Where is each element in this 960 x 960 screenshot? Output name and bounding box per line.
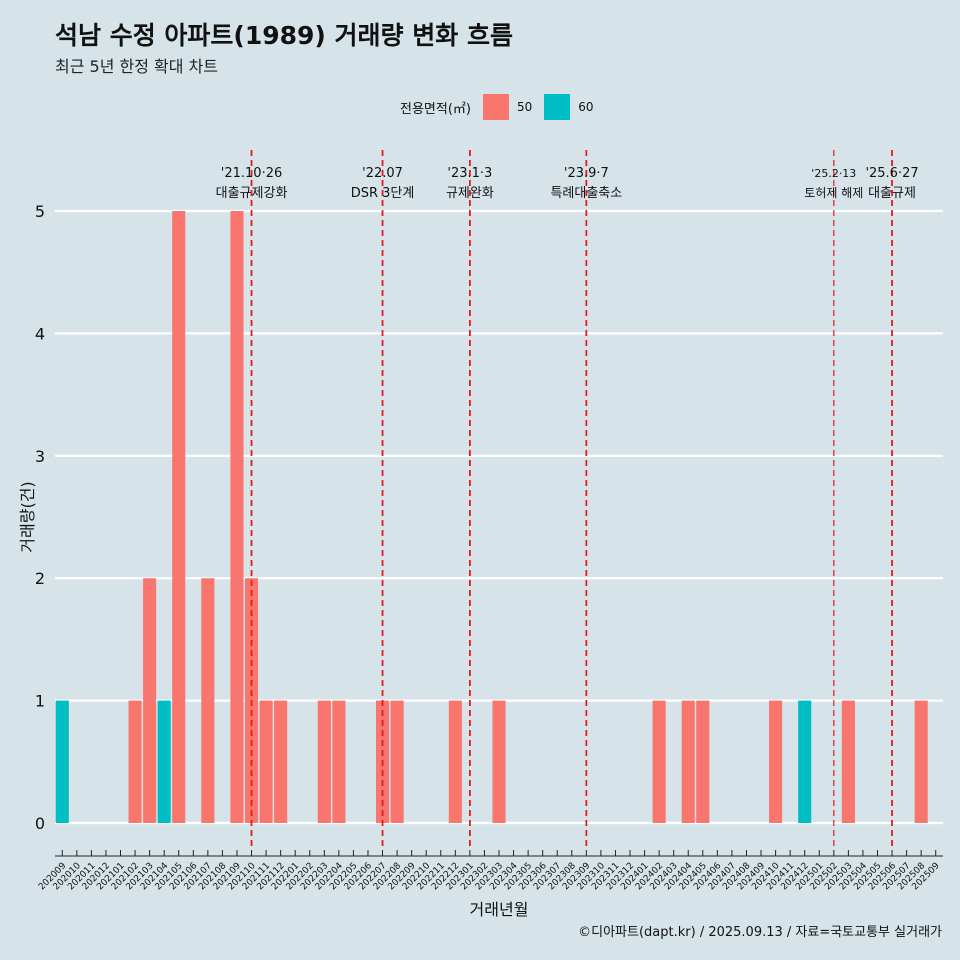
y-tick-label: 2 (35, 569, 45, 588)
bar-50-202410 (769, 700, 783, 823)
bar-50-202212 (448, 700, 462, 823)
bar-50-202208 (390, 700, 404, 823)
event-date-label: '25.6·27 (865, 166, 918, 181)
event-text-label: 대출규제 (868, 186, 916, 201)
bar-60-202412 (798, 700, 812, 823)
bar-50-202204 (332, 700, 346, 823)
legend-title: 전용면적(㎡) (400, 101, 471, 117)
bar-50-202102 (128, 700, 142, 823)
y-tick-label: 4 (35, 324, 45, 343)
legend-swatch-60 (544, 94, 571, 120)
bar-50-202109 (230, 211, 244, 823)
event-date-label: '25.2·13 (811, 167, 856, 180)
y-tick-label: 0 (35, 814, 45, 833)
bar-50-202402 (652, 700, 666, 823)
bar-50-202107 (201, 578, 215, 823)
source-caption: ©디아파트(dapt.kr) / 2025.09.13 / 자료=국토교통부 실… (578, 925, 942, 940)
bar-50-202503 (841, 700, 855, 823)
y-tick-label: 1 (35, 692, 45, 711)
bar-50-202303 (492, 700, 506, 823)
event-text-label: 특례대출축소 (550, 186, 622, 201)
bar-50-202111 (259, 700, 273, 823)
event-text-label: DSR 3단계 (351, 186, 415, 201)
legend: 전용면적(㎡) 50 60 (400, 94, 606, 120)
bar-50-202404 (681, 700, 695, 823)
y-tick-label: 5 (35, 202, 45, 221)
event-date-label: '22.07 (362, 166, 403, 181)
bar-60-202104 (157, 700, 171, 823)
y-tick-label: 3 (35, 447, 45, 466)
legend-swatch-50 (482, 94, 509, 120)
event-date-label: '21.10·26 (221, 166, 282, 181)
x-axis-title: 거래년월 (470, 900, 529, 919)
bar-50-202112 (274, 700, 288, 823)
event-date-label: '23.9·7 (564, 166, 609, 181)
legend-label-50: 50 (516, 100, 533, 114)
event-text-label: 토허제 해제 (804, 186, 863, 200)
bar-50-202105 (172, 211, 186, 823)
event-text-label: 규제완화 (446, 186, 494, 201)
event-date-label: '23.1·3 (447, 166, 492, 181)
bar-50-202405 (696, 700, 710, 823)
bar-50-202508 (914, 700, 928, 823)
legend-label-60: 60 (578, 100, 594, 114)
chart-subtitle: 최근 5년 한정 확대 차트 (55, 57, 219, 76)
bar-50-202203 (317, 700, 331, 823)
bar-60-202009 (55, 700, 69, 823)
bar-50-202103 (143, 578, 157, 823)
chart-title: 석남 수정 아파트(1989) 거래량 변화 흐름 (55, 21, 513, 50)
y-axis-title: 거래량(건) (18, 481, 37, 552)
event-text-label: 대출규제강화 (216, 186, 288, 201)
